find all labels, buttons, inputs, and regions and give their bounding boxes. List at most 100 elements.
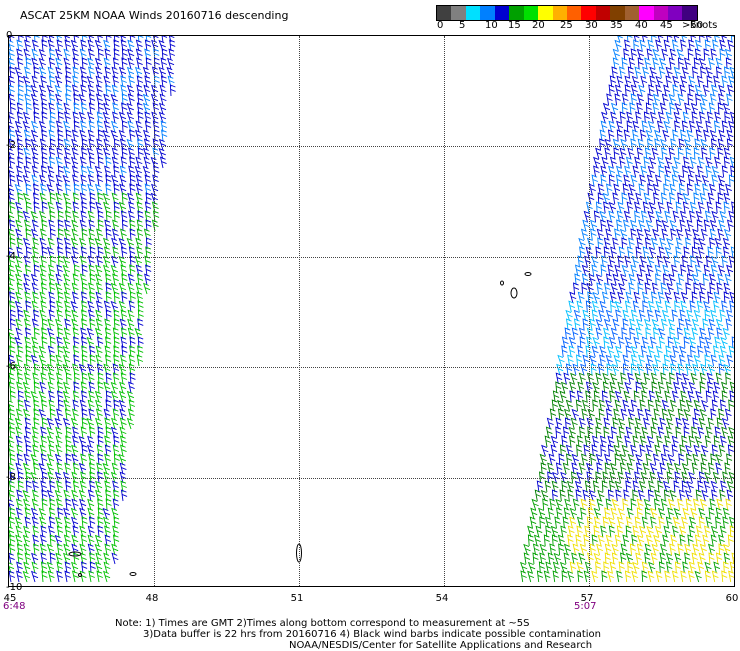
wind-barb bbox=[160, 120, 168, 133]
wind-barb bbox=[56, 480, 63, 493]
wind-barb bbox=[89, 561, 96, 574]
wind-barb bbox=[104, 48, 112, 61]
wind-barb bbox=[607, 570, 615, 583]
wind-barb bbox=[120, 327, 128, 340]
wind-barb bbox=[600, 120, 608, 133]
wind-barb bbox=[9, 552, 15, 565]
wind-barb bbox=[80, 327, 87, 340]
wind-barb bbox=[56, 36, 63, 43]
wind-barb bbox=[637, 282, 644, 295]
wind-barb bbox=[661, 399, 669, 412]
wind-barb bbox=[136, 273, 144, 286]
wind-barb bbox=[589, 543, 596, 556]
wind-barb bbox=[665, 111, 673, 124]
wind-barb bbox=[129, 36, 136, 43]
wind-barb bbox=[24, 39, 31, 52]
wind-barb bbox=[79, 498, 87, 511]
wind-barb bbox=[562, 516, 569, 529]
wind-barb bbox=[635, 192, 643, 205]
wind-barb bbox=[72, 390, 80, 403]
wind-barb bbox=[729, 525, 734, 538]
wind-barb bbox=[168, 36, 175, 43]
wind-barb bbox=[49, 120, 56, 133]
wind-barb bbox=[648, 84, 655, 97]
wind-barb bbox=[630, 345, 639, 358]
wind-barb bbox=[657, 291, 665, 304]
wind-barb bbox=[25, 201, 32, 214]
wind-barb bbox=[567, 489, 574, 502]
wind-barb bbox=[9, 318, 16, 331]
wind-barb bbox=[118, 390, 127, 403]
wind-barb bbox=[644, 543, 652, 556]
wind-barb bbox=[684, 552, 691, 565]
wind-barb bbox=[730, 165, 734, 178]
wind-barb bbox=[633, 39, 640, 52]
wind-barb bbox=[708, 102, 716, 115]
wind-barb bbox=[169, 84, 176, 97]
wind-barb bbox=[80, 84, 87, 97]
wind-barb bbox=[618, 246, 626, 259]
wind-barb bbox=[572, 543, 580, 556]
wind-barb bbox=[49, 408, 56, 421]
wind-barb bbox=[120, 489, 128, 502]
wind-barb bbox=[72, 399, 80, 412]
wind-barb bbox=[698, 516, 705, 529]
wind-barb bbox=[673, 480, 680, 493]
wind-barb bbox=[9, 436, 15, 448]
wind-barb bbox=[670, 363, 677, 376]
wind-barb bbox=[545, 426, 553, 439]
wind-barb bbox=[686, 129, 694, 142]
wind-barb bbox=[112, 480, 119, 493]
wind-barb bbox=[718, 534, 725, 547]
wind-barb bbox=[88, 120, 96, 133]
wind-barb bbox=[671, 39, 679, 52]
wind-barb bbox=[592, 336, 600, 349]
wind-barb bbox=[72, 525, 79, 538]
wind-barb bbox=[728, 471, 734, 484]
wind-barb bbox=[63, 120, 71, 133]
wind-barb bbox=[80, 561, 88, 574]
wind-barb bbox=[607, 264, 614, 277]
wind-barb bbox=[94, 327, 103, 340]
wind-barb bbox=[111, 417, 119, 430]
wind-barb bbox=[15, 498, 23, 511]
wind-barb bbox=[593, 507, 602, 520]
wind-barb bbox=[635, 552, 642, 565]
wind-barb bbox=[631, 534, 638, 547]
wind-barb bbox=[711, 210, 719, 223]
wind-barb bbox=[707, 327, 715, 340]
wind-barb bbox=[601, 480, 608, 493]
wind-barb bbox=[717, 174, 725, 187]
wind-barb bbox=[595, 147, 603, 160]
wind-barb bbox=[97, 435, 104, 448]
wind-barb bbox=[105, 426, 112, 439]
wind-barb bbox=[70, 300, 78, 313]
wind-barb bbox=[634, 156, 641, 169]
wind-barb bbox=[666, 417, 674, 430]
wind-barb bbox=[607, 129, 615, 142]
wind-barb bbox=[81, 318, 88, 331]
wind-barb bbox=[16, 165, 23, 178]
wind-barb bbox=[647, 345, 655, 358]
wind-barb bbox=[693, 444, 701, 457]
wind-barb bbox=[605, 534, 613, 547]
wind-barb bbox=[615, 345, 623, 358]
wind-barb bbox=[666, 36, 673, 43]
wind-barb bbox=[688, 336, 696, 349]
wind-barb bbox=[591, 444, 598, 457]
wind-barb bbox=[104, 534, 112, 547]
wind-barb bbox=[697, 246, 705, 259]
wind-barb bbox=[684, 57, 691, 70]
wind-barb bbox=[39, 291, 47, 304]
wind-barb bbox=[64, 525, 72, 538]
wind-barb bbox=[665, 381, 673, 394]
wind-barb bbox=[657, 156, 665, 169]
wind-barb bbox=[603, 246, 610, 259]
wind-barb bbox=[14, 183, 22, 196]
wind-barb bbox=[25, 228, 32, 241]
wind-barb bbox=[569, 516, 577, 529]
wind-barb bbox=[696, 75, 704, 88]
wind-barb bbox=[681, 36, 688, 43]
legend-swatch bbox=[552, 6, 567, 20]
wind-barb bbox=[704, 210, 712, 223]
